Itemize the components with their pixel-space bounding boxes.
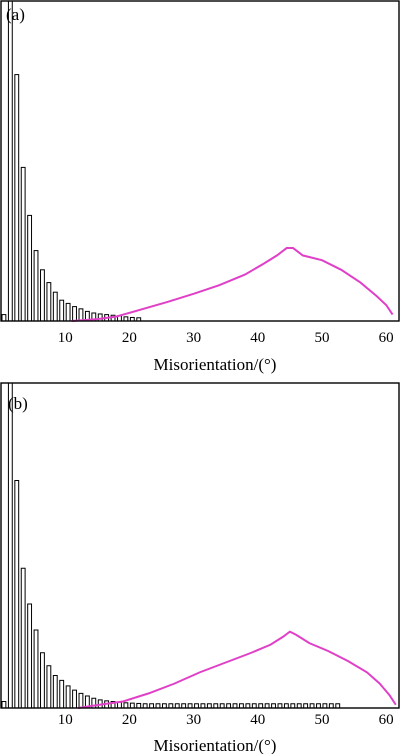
misorientation-curve (71, 247, 394, 322)
panel-label: (b) (8, 394, 28, 413)
x-tick-label: 50 (314, 712, 329, 728)
histogram-bar (33, 250, 39, 322)
x-tick-label: 30 (186, 712, 201, 728)
panel-label: (a) (6, 5, 25, 24)
histogram-bar (14, 74, 20, 322)
x-tick-label: 10 (58, 712, 73, 728)
histogram-bar (72, 689, 77, 709)
x-tick-label: 30 (186, 330, 201, 346)
x-tick-label: 20 (122, 330, 137, 346)
x-tick-label: 50 (314, 330, 329, 346)
histogram-bar (7, 382, 13, 709)
histogram-bar (20, 166, 26, 322)
x-tick-label: 10 (58, 330, 73, 346)
histogram-bar (1, 314, 7, 322)
histogram-bar (65, 685, 71, 709)
bars-group (1, 0, 142, 322)
histogram-bar (27, 214, 33, 322)
histogram-bar (33, 629, 39, 709)
histogram-bar (20, 567, 26, 709)
x-axis-label: Misorientation/(°) (154, 355, 277, 374)
histogram-bar (27, 603, 33, 709)
histogram-bar (72, 306, 77, 322)
chart-panel-a: 10 20 30 40 50 60 (a) Misorientation/(°) (0, 0, 400, 374)
histogram-bar (1, 701, 7, 709)
histogram-bar (7, 0, 13, 322)
histogram-bar (52, 675, 58, 709)
x-tick-label: 40 (250, 330, 265, 346)
chart-panel-b: 10 20 30 40 50 60 (b) Misorientation/(°) (0, 382, 400, 754)
histogram-bar (65, 302, 71, 322)
misorientation-curve (77, 630, 397, 709)
histogram-bar (40, 269, 45, 322)
x-tick-label: 60 (379, 330, 394, 346)
histogram-bar (40, 652, 45, 709)
histogram-bar (129, 702, 135, 709)
x-ticks: 10 20 30 40 50 60 (58, 330, 394, 346)
bars-group (1, 382, 341, 709)
histogram-bar (46, 282, 52, 322)
plot-frame (0, 0, 400, 322)
histogram-bar (14, 480, 20, 709)
histogram-bar (78, 308, 84, 322)
x-tick-label: 20 (122, 712, 137, 728)
histogram-bar (78, 692, 84, 709)
histogram-bar (123, 702, 129, 709)
x-tick-label: 60 (379, 712, 394, 728)
histogram-bar (52, 291, 58, 322)
histogram-bar (59, 299, 65, 322)
plot-frame (0, 382, 400, 709)
histogram-bar (59, 679, 65, 709)
x-ticks: 10 20 30 40 50 60 (58, 712, 394, 728)
x-axis-label: Misorientation/(°) (154, 736, 277, 754)
histogram-bar (46, 665, 52, 709)
histogram-bar (97, 313, 103, 322)
x-tick-label: 40 (250, 712, 265, 728)
